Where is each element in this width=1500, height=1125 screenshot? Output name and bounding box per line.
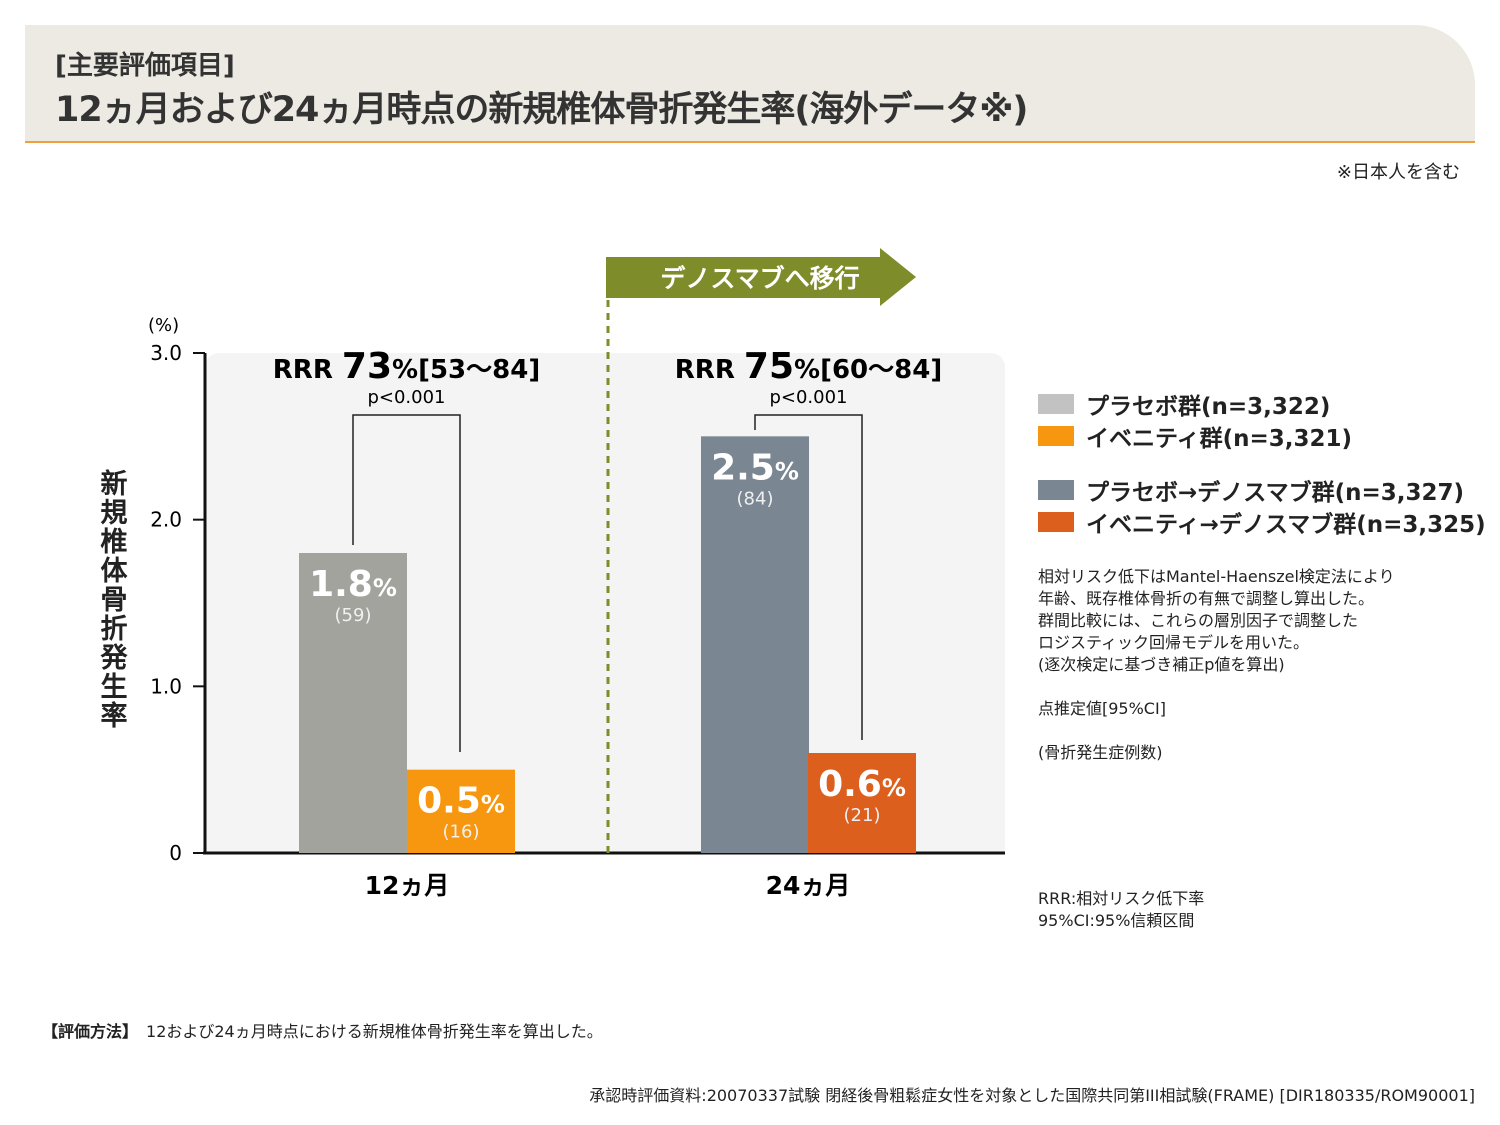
- p-value-label: p<0.001: [769, 387, 847, 408]
- bar-value-label: 0.5%: [417, 781, 505, 822]
- legend-label: プラセボ群(n=3,322): [1086, 394, 1331, 420]
- significance-bracket: [754, 414, 863, 740]
- bar: [299, 553, 407, 853]
- note-line: 年齢、既存椎体骨折の有無で調整し算出した。: [1038, 589, 1375, 608]
- legend-item: プラセボ群(n=3,322): [1038, 388, 1486, 420]
- bar: [808, 753, 916, 853]
- y-tick-label: 0: [169, 841, 182, 865]
- y-axis-label: 新規椎体骨折発生率: [100, 469, 128, 732]
- legend-item: イベニティ→デノスマブ群(n=3,325): [1038, 506, 1486, 538]
- legend-label: イベニティ→デノスマブ群(n=3,325): [1086, 512, 1486, 538]
- bar: [701, 436, 809, 853]
- rrr-label: RRR 75%[60〜84]: [675, 346, 942, 387]
- legend-swatch: [1038, 394, 1074, 414]
- source-citation: 承認時評価資料:20070337試験 閉経後骨粗鬆症女性を対象とした国際共同第I…: [589, 1086, 1475, 1105]
- legend-swatch: [1038, 512, 1074, 532]
- y-unit-label: (%): [148, 315, 179, 336]
- x-tick-label: 24ヵ月: [766, 871, 851, 900]
- method-text: 12および24ヵ月時点における新規椎体骨折発生率を算出した。: [146, 1022, 603, 1041]
- abbr-rrr: RRR:相対リスク低下率: [1038, 889, 1205, 908]
- bar-value-label: 2.5%: [711, 447, 799, 488]
- bar-count-label: (59): [335, 605, 372, 626]
- transition-label: デノスマブへ移行: [660, 264, 859, 293]
- page-title: 12ヵ月および24ヵ月時点の新規椎体骨折発生率(海外データ※): [55, 90, 1028, 130]
- abbr-ci: 95%CI:95%信頼区間: [1038, 911, 1195, 930]
- note-line: 群間比較には、これらの層別因子で調整した: [1038, 611, 1359, 630]
- legend-swatch: [1038, 426, 1074, 446]
- legend-swatch: [1038, 480, 1074, 500]
- significance-bracket: [352, 414, 461, 752]
- legend-item: イベニティ群(n=3,321): [1038, 420, 1486, 452]
- bar: [407, 769, 515, 853]
- note-ci: 点推定値[95%CI]: [1038, 699, 1166, 718]
- abbreviations: RRR:相対リスク低下率 95%CI:95%信頼区間: [1038, 888, 1204, 932]
- note-line: ロジスティック回帰モデルを用いた。: [1038, 633, 1310, 652]
- legend-label: プラセボ→デノスマブ群(n=3,327): [1086, 480, 1465, 506]
- y-tick-label: 1.0: [150, 674, 182, 698]
- header-subtitle: [主要評価項目]: [55, 51, 235, 81]
- p-value-label: p<0.001: [367, 387, 445, 408]
- bar-count-label: (16): [443, 822, 480, 843]
- legend: プラセボ群(n=3,322) イベニティ群(n=3,321) プラセボ→デノスマ…: [1038, 388, 1486, 538]
- note-line: (逐次検定に基づき補正p値を算出): [1038, 655, 1285, 674]
- legend-item: プラセボ→デノスマブ群(n=3,327): [1038, 474, 1486, 506]
- bar-value-label: 1.8%: [309, 564, 397, 605]
- note-line: 相対リスク低下はMantel-Haenszel検定法により: [1038, 567, 1395, 586]
- legend-label: イベニティ群(n=3,321): [1086, 426, 1353, 452]
- bar-count-label: (21): [844, 805, 881, 826]
- note-count: (骨折発生症例数): [1038, 743, 1163, 762]
- x-tick-label: 12ヵ月: [365, 871, 450, 900]
- note-japanese-included: ※日本人を含む: [1336, 162, 1460, 183]
- y-tick-label: 3.0: [150, 341, 182, 365]
- bar-count-label: (84): [737, 488, 774, 509]
- header: [主要評価項目] 12ヵ月および24ヵ月時点の新規椎体骨折発生率(海外データ※): [25, 25, 1475, 143]
- evaluation-method: 【評価方法】 12および24ヵ月時点における新規椎体骨折発生率を算出した。: [42, 1018, 603, 1042]
- method-label: 【評価方法】: [42, 1022, 139, 1041]
- y-tick-label: 2.0: [150, 508, 182, 532]
- rrr-label: RRR 73%[53〜84]: [273, 346, 540, 387]
- transition-arrow: [606, 248, 916, 306]
- method-notes: 相対リスク低下はMantel-Haenszel検定法により 年齢、既存椎体骨折の…: [1038, 566, 1395, 764]
- bar-value-label: 0.6%: [818, 764, 906, 805]
